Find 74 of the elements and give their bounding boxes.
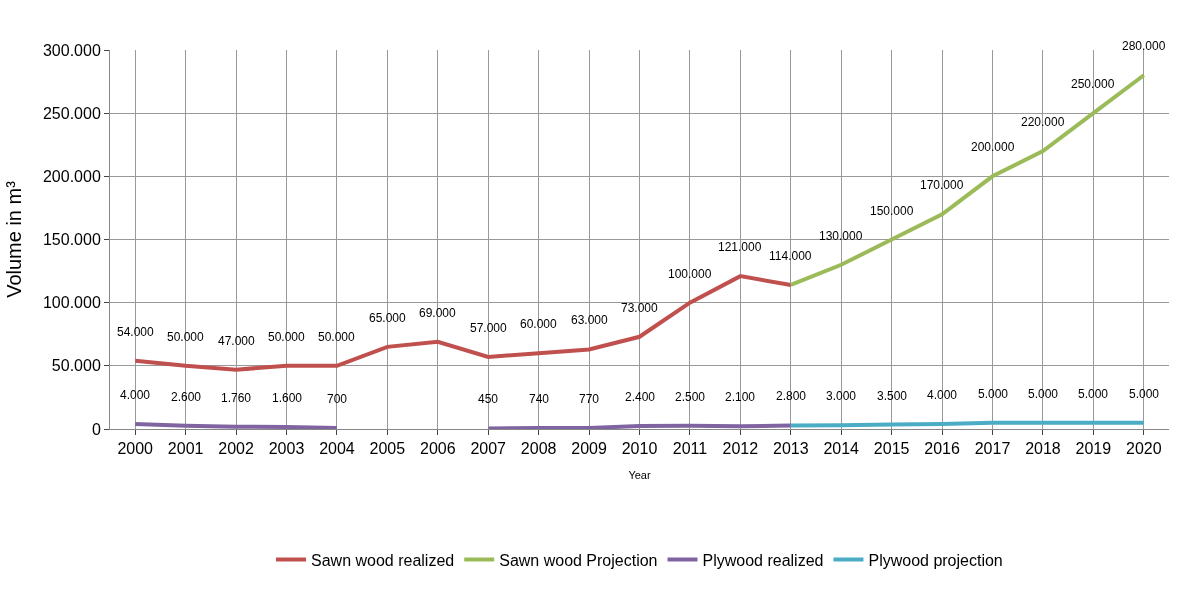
x-tick-label: 2014 xyxy=(823,440,860,458)
data-label: 69.000 xyxy=(419,306,457,320)
x-tick-label: 2007 xyxy=(470,440,507,458)
data-label: 65.000 xyxy=(369,311,407,325)
data-label: 5.000 xyxy=(978,387,1009,401)
data-label: 770 xyxy=(579,392,600,406)
x-tick-label: 2006 xyxy=(419,440,456,458)
data-label: 50.000 xyxy=(167,330,205,344)
data-label: 2.800 xyxy=(776,389,807,403)
x-tick-label: 2008 xyxy=(520,440,557,458)
data-label: 73.000 xyxy=(621,301,659,315)
data-label: 220.000 xyxy=(1021,115,1065,129)
x-tick-label: 2011 xyxy=(672,440,708,458)
data-label: 740 xyxy=(529,392,550,406)
data-label: 700 xyxy=(327,392,348,406)
data-label: 2.500 xyxy=(675,390,706,404)
data-label: 121.000 xyxy=(718,240,762,254)
data-label: 1.760 xyxy=(221,391,252,405)
data-label: 63.000 xyxy=(571,313,609,327)
legend-label: Plywood projection xyxy=(868,551,1003,569)
x-tick-label: 2012 xyxy=(722,440,759,458)
data-label: 2.100 xyxy=(725,390,756,404)
data-label: 114.000 xyxy=(769,249,812,263)
x-tick-label: 2017 xyxy=(974,440,1011,458)
data-label: 2.400 xyxy=(625,390,656,404)
data-label: 3.500 xyxy=(877,389,908,403)
x-tick-label: 2019 xyxy=(1075,440,1112,458)
data-label: 50.000 xyxy=(318,330,356,344)
x-tick-label: 2000 xyxy=(117,440,154,458)
y-tick-label: 0 xyxy=(91,420,101,438)
data-label: 50.000 xyxy=(268,330,306,344)
data-label: 150.000 xyxy=(870,204,914,218)
x-tick-label: 2020 xyxy=(1125,440,1162,458)
x-tick-label: 2005 xyxy=(369,440,406,458)
data-label: 3.000 xyxy=(826,389,857,403)
x-tick-label: 2003 xyxy=(268,440,305,458)
data-label: 5.000 xyxy=(1028,387,1059,401)
data-label: 130.000 xyxy=(819,229,863,243)
y-tick-label: 150.000 xyxy=(42,231,101,249)
x-tick-label: 2015 xyxy=(873,440,910,458)
x-tick-label: 2016 xyxy=(924,440,960,458)
legend-label: Sawn wood realized xyxy=(311,551,455,569)
data-label: 100.000 xyxy=(668,267,712,281)
y-tick-label: 200.000 xyxy=(42,167,101,185)
legend-label: Plywood realized xyxy=(702,551,824,569)
y-tick-label: 50.000 xyxy=(51,357,101,375)
data-label: 57.000 xyxy=(470,321,508,335)
y-tick-label: 100.000 xyxy=(42,294,101,312)
data-label: 450 xyxy=(478,392,499,406)
data-label: 170.000 xyxy=(920,178,964,192)
x-tick-label: 2018 xyxy=(1025,440,1061,458)
data-label: 250.000 xyxy=(1071,77,1115,91)
x-tick-label: 2010 xyxy=(621,440,658,458)
y-axis-title: Volume in m³ xyxy=(3,180,26,298)
legend-label: Sawn wood Projection xyxy=(499,551,658,569)
y-tick-label: 300.000 xyxy=(42,41,101,59)
data-label: 4.000 xyxy=(120,388,151,402)
x-tick-label: 2009 xyxy=(571,440,607,458)
x-tick-label: 2001 xyxy=(167,440,204,458)
data-label: 200.000 xyxy=(971,140,1015,154)
x-tick-label: 2004 xyxy=(319,440,355,458)
data-label: 60.000 xyxy=(520,317,558,331)
x-tick-label: 2013 xyxy=(772,440,809,458)
data-label: 47.000 xyxy=(218,334,256,348)
data-label: 4.000 xyxy=(927,388,958,402)
data-label: 5.000 xyxy=(1078,387,1109,401)
data-label: 1.600 xyxy=(272,391,303,405)
data-label: 2.600 xyxy=(171,390,202,404)
data-label: 54.000 xyxy=(117,325,155,339)
x-axis-title: Year xyxy=(628,469,651,482)
x-tick-label: 2002 xyxy=(218,440,254,458)
y-tick-label: 250.000 xyxy=(42,104,101,122)
data-label: 5.000 xyxy=(1129,387,1160,401)
data-label: 280.000 xyxy=(1122,39,1166,53)
